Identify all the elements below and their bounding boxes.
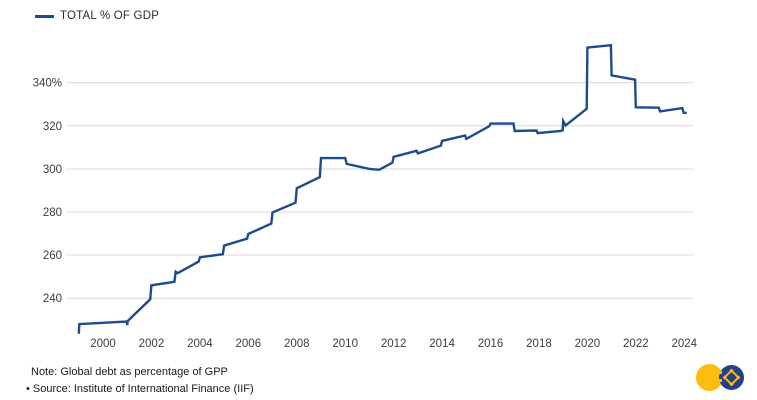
x-axis-tick-label: 2020 [575, 338, 601, 350]
y-axis-tick-label: 280 [43, 207, 62, 219]
y-axis-tick-label: 240 [43, 293, 62, 305]
y-axis-tick-label: 260 [43, 250, 62, 262]
logo-blue-circle-icon [719, 365, 744, 390]
logo-dash-icon [717, 379, 722, 382]
y-axis-tick-label: 320 [43, 121, 62, 133]
y-axis-tick-label: 340% [33, 78, 62, 90]
footnotes: Note: Global debt as percentage of GPP •… [26, 364, 254, 398]
x-axis-tick-label: 2024 [671, 338, 697, 350]
source-text: • Source: Institute of International Fin… [26, 383, 254, 395]
x-axis-tick-label: 2012 [381, 338, 407, 350]
x-axis-tick-label: 2008 [284, 338, 310, 350]
logo-diamond-icon [723, 369, 740, 386]
legend: TOTAL % OF GDP [35, 10, 159, 22]
x-axis-tick-label: 2022 [623, 338, 649, 350]
brand-logo [696, 363, 748, 393]
legend-line-swatch [35, 15, 54, 18]
data-line-total-pct-gdp [77, 43, 687, 334]
x-axis-tick-label: 2014 [429, 338, 455, 350]
logo-dash-icon [717, 371, 722, 374]
x-axis-tick-label: 2004 [187, 338, 213, 350]
x-axis-tick-label: 2010 [332, 338, 358, 350]
y-axis-tick-label: 300 [43, 164, 62, 176]
x-axis-tick-label: 2006 [236, 338, 262, 350]
x-axis-tick-label: 2002 [139, 338, 165, 350]
x-axis-tick-label: 2000 [90, 338, 116, 350]
note-text: Note: Global debt as percentage of GPP [31, 366, 228, 378]
logo-yellow-circle-icon [696, 364, 723, 391]
x-axis-tick-label: 2018 [526, 338, 552, 350]
legend-label: TOTAL % OF GDP [60, 10, 160, 22]
x-axis-tick-label: 2016 [478, 338, 504, 350]
